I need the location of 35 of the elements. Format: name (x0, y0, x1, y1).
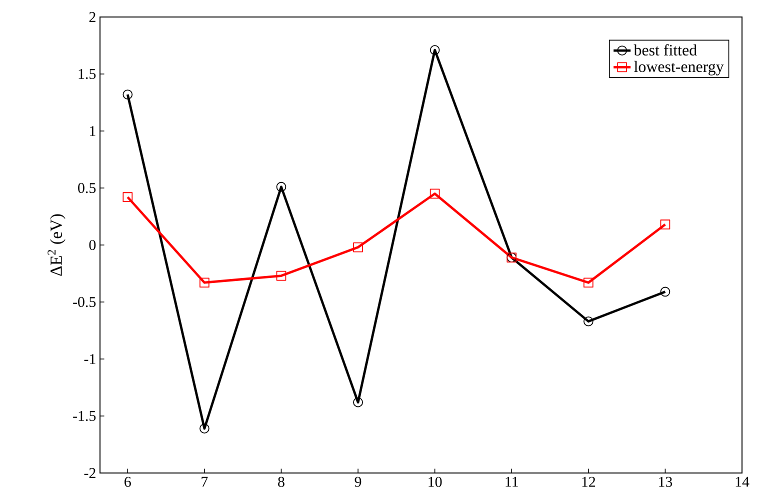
point (122, 192, 133, 202)
y-tick-label: 0 (89, 240, 96, 250)
legend-label: lowest-energy (634, 60, 724, 76)
y-tick-label: 1.5 (78, 68, 96, 80)
y-tick-label: 2 (89, 12, 96, 22)
point (200, 424, 210, 434)
point (276, 182, 286, 192)
point (660, 220, 670, 230)
x-tick-label: 11 (506, 476, 518, 487)
point (353, 397, 363, 408)
x-tick-label: 10 (428, 476, 442, 487)
x-tick-label: 9 (354, 476, 362, 487)
y-tick-label: -1 (84, 354, 96, 364)
point (583, 278, 594, 288)
y-tick-label: -2 (84, 468, 96, 478)
point (430, 188, 440, 199)
x-tick-label: 6 (124, 476, 131, 487)
point (122, 90, 133, 100)
point (200, 278, 210, 288)
x-tick-label: 14 (736, 476, 750, 487)
x-tick-label: 8 (278, 476, 284, 487)
point (430, 45, 440, 55)
legend-label: best fitted (634, 44, 697, 56)
x-tick-label: 7 (202, 476, 208, 487)
x-tick-label: 13 (659, 476, 672, 487)
y-tick-label: 1 (90, 126, 96, 136)
y-tick-label: -1.5 (73, 410, 96, 422)
y-tick-label: -0.5 (73, 296, 96, 308)
point (353, 242, 363, 252)
x-tick-label: 12 (582, 476, 596, 487)
point (583, 316, 594, 326)
y-tick-label: 0.5 (78, 182, 96, 194)
y-axis-title: ΔE$^{2}$ (eV) (48, 214, 66, 276)
point (660, 286, 670, 297)
point (276, 270, 286, 281)
